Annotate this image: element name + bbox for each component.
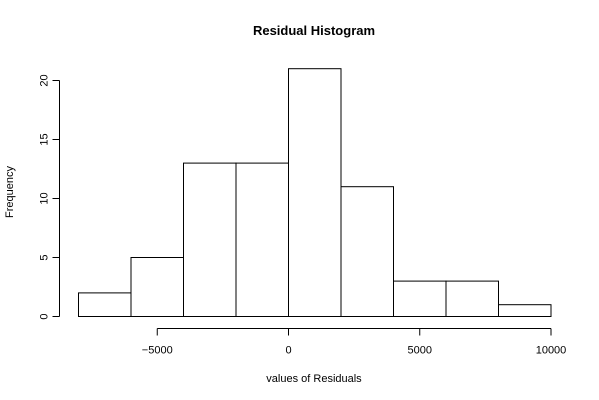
y-tick-label: 15 [39, 133, 51, 145]
histogram-bar [78, 292, 132, 317]
histogram-bar [130, 257, 184, 317]
histogram-bar [235, 162, 289, 317]
histogram-bar [445, 280, 499, 318]
x-tick-label: 5000 [408, 345, 432, 357]
x-tick-label: 0 [285, 345, 291, 357]
histogram-bar [498, 304, 552, 318]
y-tick-label: 10 [39, 192, 51, 204]
y-tick-label: 0 [39, 313, 51, 319]
y-axis: 0 5 10 15 20 [39, 74, 60, 320]
histogram-bar [183, 162, 237, 317]
histogram-bar [288, 68, 342, 317]
y-axis-label: Frequency [4, 166, 16, 218]
y-tick-label: 20 [39, 74, 51, 86]
chart-title: Residual Histogram [253, 23, 375, 38]
x-tick-label: −5000 [142, 345, 173, 357]
y-tick-label: 5 [39, 254, 51, 260]
x-tick-label: 10000 [536, 345, 567, 357]
histogram-bar [340, 186, 394, 317]
x-axis-label: values of Residuals [266, 373, 362, 385]
bars-group [78, 68, 552, 318]
histogram-bar [393, 280, 447, 318]
x-axis: −5000 0 5000 10000 [142, 328, 567, 357]
